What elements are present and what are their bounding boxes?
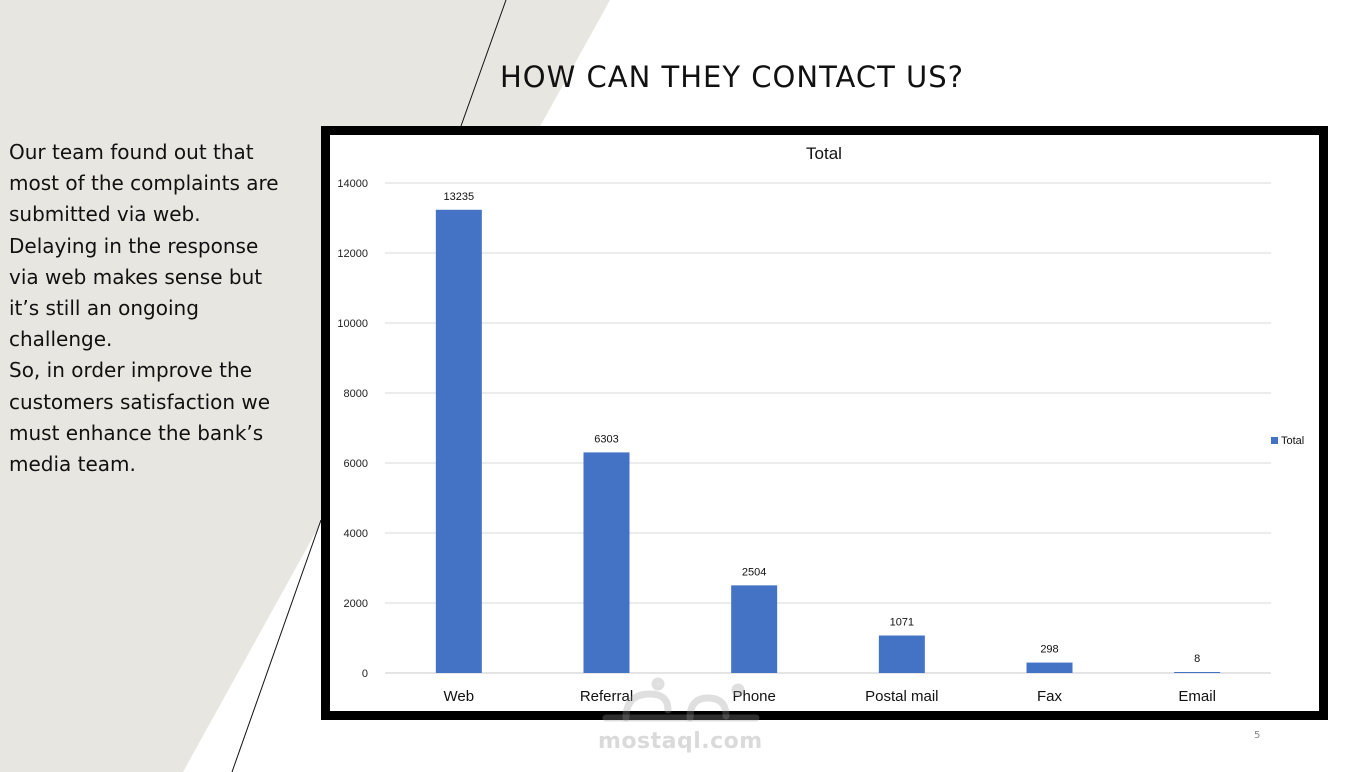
body-paragraph-1: Our team found out that most of the comp… <box>9 140 279 352</box>
data-label: 6303 <box>594 433 618 445</box>
decorative-line-bottom <box>231 519 322 772</box>
y-tick-label: 2000 <box>344 598 368 610</box>
bar-phone <box>731 585 778 673</box>
slide-body-text: Our team found out that most of the comp… <box>9 137 289 480</box>
x-tick-label: Referral <box>580 688 633 705</box>
x-tick-label: Postal mail <box>865 688 938 705</box>
data-label: 8 <box>1194 653 1200 665</box>
bar-postal-mail <box>878 635 925 673</box>
y-tick-label: 8000 <box>344 388 368 400</box>
data-label: 13235 <box>444 191 475 203</box>
x-tick-label: Fax <box>1037 688 1063 705</box>
decorative-line-top <box>460 0 507 127</box>
chart-frame: Total 0 2000 4000 6000 8000 10000 12000 14000 132… <box>321 126 1328 720</box>
chart-title: Total <box>806 144 842 163</box>
y-tick-label: 4000 <box>344 528 368 540</box>
body-paragraph-2: So, in order improve the customers satis… <box>9 358 271 477</box>
page-number: 5 <box>1254 730 1261 741</box>
bar-chart: Total 0 2000 4000 6000 8000 10000 12000 14000 132… <box>337 144 1304 705</box>
legend-swatch <box>1271 437 1278 444</box>
x-tick-label: Web <box>444 688 475 705</box>
data-label: 1071 <box>890 617 914 629</box>
slide-title: HOW CAN THEY CONTACT US? <box>500 60 965 94</box>
bar-web <box>435 209 482 673</box>
data-label: 298 <box>1040 644 1058 656</box>
bar-referral <box>583 452 630 673</box>
data-label: 2504 <box>742 566 766 578</box>
watermark-text: mostaql.com <box>598 729 763 754</box>
y-tick-label: 6000 <box>344 458 368 470</box>
y-tick-label: 12000 <box>337 248 368 260</box>
y-tick-label: 0 <box>362 668 368 680</box>
y-tick-label: 10000 <box>337 318 368 330</box>
bar-fax <box>1026 662 1073 673</box>
x-tick-label: Phone <box>732 688 775 705</box>
y-tick-label: 14000 <box>337 178 368 190</box>
legend-label: Total <box>1281 435 1304 447</box>
x-tick-label: Email <box>1178 688 1216 705</box>
bar-email <box>1174 672 1221 673</box>
